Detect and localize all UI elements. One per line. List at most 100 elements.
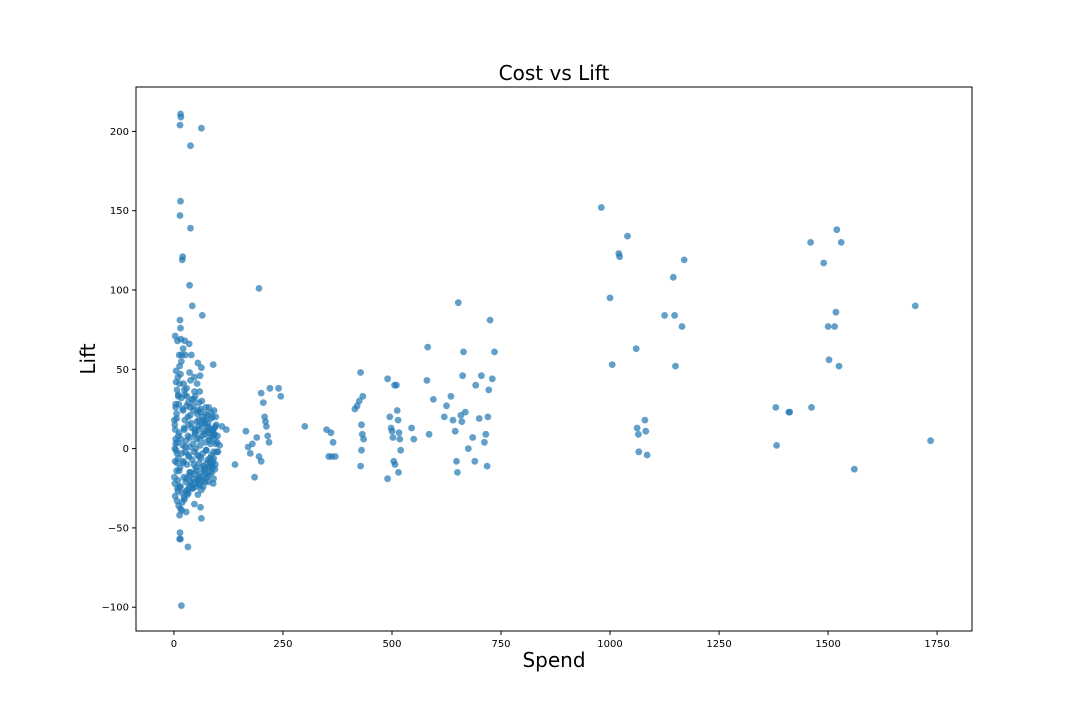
data-point <box>478 372 485 380</box>
data-point <box>447 392 455 400</box>
data-point <box>195 399 203 406</box>
data-point <box>360 435 367 443</box>
data-point <box>357 462 364 470</box>
data-point <box>176 535 184 543</box>
data-point <box>772 404 780 411</box>
data-point <box>205 464 212 471</box>
data-point <box>214 448 222 456</box>
plot-frame <box>135 86 973 632</box>
y-axis-label: Lift <box>76 343 100 374</box>
data-point <box>393 407 401 414</box>
data-point <box>198 124 205 132</box>
data-point <box>255 285 263 292</box>
data-point <box>181 448 189 456</box>
y-tick-label: 150 <box>110 206 129 217</box>
data-point <box>386 413 394 421</box>
data-point <box>395 429 403 437</box>
data-point <box>184 491 191 498</box>
data-point <box>184 543 192 551</box>
data-point <box>188 351 195 359</box>
data-point <box>263 423 270 430</box>
data-point <box>635 430 642 438</box>
data-point <box>212 421 220 429</box>
chart-title: Cost vs Lift <box>499 61 610 85</box>
data-point <box>773 442 780 449</box>
data-point <box>832 308 840 316</box>
data-point <box>642 427 650 435</box>
data-point <box>178 351 186 359</box>
data-point <box>207 440 215 448</box>
x-axis: 0 250 500 750 1000 1250 1500 1750 <box>171 631 950 650</box>
data-point <box>186 411 194 419</box>
data-point <box>171 416 178 424</box>
data-point <box>201 438 209 446</box>
data-point <box>198 312 206 319</box>
x-tick-label: 0 <box>171 639 177 650</box>
data-point <box>194 491 202 498</box>
data-point <box>820 259 828 267</box>
data-point <box>173 459 181 467</box>
data-point <box>277 392 285 400</box>
data-point <box>208 469 216 476</box>
data-point <box>449 416 457 424</box>
data-point <box>176 529 184 537</box>
data-point <box>484 413 492 421</box>
data-point <box>265 438 273 446</box>
data-point <box>176 316 184 324</box>
data-point <box>635 448 643 456</box>
data-point <box>182 478 190 486</box>
data-point <box>187 224 194 232</box>
data-point <box>358 446 365 454</box>
data-point <box>464 445 472 452</box>
data-point <box>210 454 218 462</box>
data-point <box>176 121 184 129</box>
data-point <box>253 434 261 441</box>
data-point <box>393 381 400 389</box>
data-point <box>458 418 466 425</box>
data-point <box>358 421 365 429</box>
data-point <box>430 396 437 403</box>
data-point <box>831 323 838 330</box>
data-point <box>181 426 188 433</box>
data-point <box>207 408 215 416</box>
data-point <box>395 469 402 476</box>
data-point <box>469 434 477 441</box>
data-point <box>188 302 196 310</box>
data-point <box>188 456 196 464</box>
data-point <box>471 457 479 465</box>
data-point <box>850 465 858 473</box>
data-point <box>196 388 204 395</box>
data-point <box>608 361 616 368</box>
data-point <box>257 389 265 397</box>
data-point <box>202 446 210 454</box>
data-point <box>824 323 832 330</box>
data-point <box>213 438 221 446</box>
data-point <box>191 500 198 508</box>
data-point <box>485 386 493 394</box>
data-point <box>397 446 405 454</box>
data-point <box>483 462 491 470</box>
data-point <box>174 484 181 492</box>
data-point <box>391 461 399 468</box>
data-point <box>389 434 397 441</box>
data-point <box>210 475 218 483</box>
data-point <box>672 362 679 370</box>
data-point <box>172 400 180 408</box>
data-point <box>835 362 843 370</box>
data-point <box>184 432 192 440</box>
data-point <box>266 384 274 392</box>
data-point <box>472 381 480 389</box>
data-point <box>191 392 199 400</box>
data-point <box>396 435 404 443</box>
data-point <box>597 204 605 211</box>
data-point <box>198 515 205 522</box>
data-point <box>837 239 845 246</box>
data-point <box>172 435 180 443</box>
x-tick-label: 1500 <box>815 639 840 650</box>
data-point <box>242 427 250 435</box>
data-point <box>212 461 219 468</box>
data-point <box>264 432 272 440</box>
data-point <box>194 359 202 367</box>
y-tick-label: −100 <box>102 603 129 614</box>
data-point <box>188 424 196 432</box>
